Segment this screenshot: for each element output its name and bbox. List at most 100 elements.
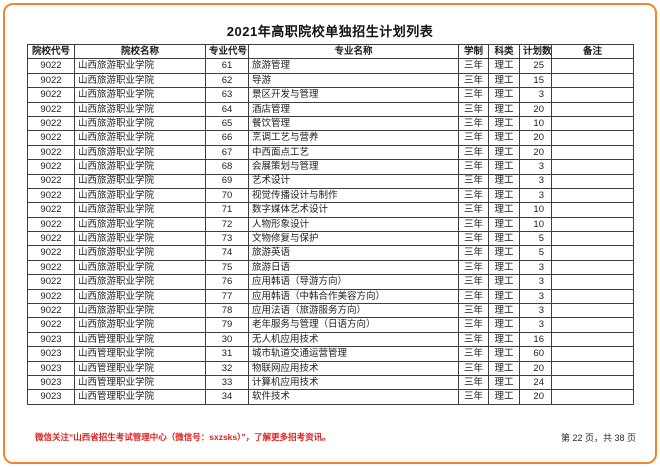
major-code-cell: 61 [205, 58, 249, 74]
major-name-cell: 旅游管理 [248, 58, 459, 74]
college-code-cell: 9022 [27, 259, 75, 276]
duration-cell: 三年 [458, 202, 489, 218]
college-name-cell: 山西旅游职业学院 [74, 202, 206, 218]
table-row: 9023 山西管理职业学院 33 计算机应用技术 三年 理工 24 [27, 374, 634, 391]
major-code-cell: 77 [205, 288, 249, 305]
college-name-cell: 山西管理职业学院 [74, 360, 206, 376]
major-code-cell: 78 [205, 303, 249, 319]
duration-cell: 三年 [458, 231, 489, 247]
college-code-cell: 9023 [27, 389, 75, 405]
major-code-cell: 69 [205, 173, 249, 189]
category-cell: 理工 [488, 346, 520, 362]
college-name-cell: 山西管理职业学院 [74, 331, 206, 348]
remark-cell [551, 202, 634, 218]
table-row: 9022 山西旅游职业学院 72 人物形象设计 三年 理工 10 [27, 216, 634, 233]
duration-cell: 三年 [458, 115, 489, 132]
table-row: 9022 山西旅游职业学院 71 数字媒体艺术设计 三年 理工 10 [27, 202, 634, 218]
major-code-cell: 31 [205, 346, 249, 362]
remark-cell [551, 331, 634, 348]
college-code-cell: 9022 [27, 231, 75, 247]
college-code-cell: 9022 [27, 72, 75, 89]
duration-cell: 三年 [458, 303, 489, 319]
major-code-cell: 63 [205, 87, 249, 103]
college-name-cell: 山西旅游职业学院 [74, 144, 206, 161]
college-code-cell: 9023 [27, 360, 75, 376]
college-code-cell: 9022 [27, 202, 75, 218]
major-code-cell: 67 [205, 144, 249, 161]
college-name-cell: 山西旅游职业学院 [74, 173, 206, 189]
category-cell: 理工 [488, 231, 520, 247]
remark-cell [551, 216, 634, 233]
table-row: 9022 山西旅游职业学院 76 应用韩语（导游方向） 三年 理工 3 [27, 274, 634, 290]
major-code-cell: 34 [205, 389, 249, 405]
college-code-cell: 9022 [27, 187, 75, 204]
college-code-cell: 9022 [27, 216, 75, 233]
col-header-major-code: 专业代号 [205, 43, 249, 60]
enrollment-plan-table: 院校代号 院校名称 专业代号 专业名称 学制 科类 计划数 备注 9022 山西旅… [27, 43, 634, 405]
college-code-cell: 9022 [27, 288, 75, 305]
duration-cell: 三年 [458, 374, 489, 391]
plan-count-cell: 3 [519, 288, 552, 305]
table-header-row: 院校代号 院校名称 专业代号 专业名称 学制 科类 计划数 备注 [27, 43, 634, 60]
duration-cell: 三年 [458, 72, 489, 89]
category-cell: 理工 [488, 303, 520, 319]
category-cell: 理工 [488, 245, 520, 261]
duration-cell: 三年 [458, 274, 489, 290]
remark-cell [551, 173, 634, 189]
major-name-cell: 数字媒体艺术设计 [248, 202, 459, 218]
major-name-cell: 中西面点工艺 [248, 144, 459, 161]
major-name-cell: 应用法语（旅游服务方向） [248, 303, 459, 319]
plan-count-cell: 5 [519, 245, 552, 261]
major-name-cell: 导游 [248, 72, 459, 89]
duration-cell: 三年 [458, 317, 489, 333]
plan-count-cell: 5 [519, 231, 552, 247]
plan-count-cell: 3 [519, 303, 552, 319]
category-cell: 理工 [488, 389, 520, 405]
category-cell: 理工 [488, 173, 520, 189]
college-code-cell: 9022 [27, 303, 75, 319]
college-code-cell: 9022 [27, 159, 75, 175]
remark-cell [551, 317, 634, 333]
major-name-cell: 餐饮管理 [248, 115, 459, 132]
category-cell: 理工 [488, 130, 520, 146]
college-code-cell: 9022 [27, 173, 75, 189]
plan-count-cell: 3 [519, 259, 552, 276]
college-name-cell: 山西旅游职业学院 [74, 130, 206, 146]
wechat-footer-note: 微信关注“山西省招生考试管理中心（微信号：sxzsks）”，了解更多招考资讯。 [35, 432, 331, 442]
plan-count-cell: 20 [519, 144, 552, 161]
remark-cell [551, 187, 634, 204]
table-row: 9022 山西旅游职业学院 77 应用韩语（中韩合作美容方向） 三年 理工 3 [27, 288, 634, 305]
major-code-cell: 30 [205, 331, 249, 348]
remark-cell [551, 374, 634, 391]
table-row: 9022 山西旅游职业学院 66 烹调工艺与营养 三年 理工 20 [27, 130, 634, 146]
category-cell: 理工 [488, 159, 520, 175]
table-row: 9022 山西旅游职业学院 61 旅游管理 三年 理工 25 [27, 58, 634, 74]
remark-cell [551, 130, 634, 146]
plan-count-cell: 10 [519, 115, 552, 132]
college-code-cell: 9022 [27, 115, 75, 132]
category-cell: 理工 [488, 360, 520, 376]
category-cell: 理工 [488, 87, 520, 103]
plan-count-cell: 3 [519, 173, 552, 189]
table-row: 9022 山西旅游职业学院 69 艺术设计 三年 理工 3 [27, 173, 634, 189]
table-row: 9022 山西旅游职业学院 62 导游 三年 理工 15 [27, 72, 634, 89]
table-row: 9022 山西旅游职业学院 73 文物修复与保护 三年 理工 5 [27, 231, 634, 247]
college-code-cell: 9023 [27, 346, 75, 362]
plan-count-cell: 3 [519, 274, 552, 290]
major-name-cell: 景区开发与管理 [248, 87, 459, 103]
page-indicator: 第 22 页，共 38 页 [560, 433, 636, 443]
table-row: 9023 山西管理职业学院 30 无人机应用技术 三年 理工 16 [27, 331, 634, 348]
major-name-cell: 应用韩语（中韩合作美容方向） [248, 288, 459, 305]
category-cell: 理工 [488, 144, 520, 161]
remark-cell [551, 389, 634, 405]
college-name-cell: 山西旅游职业学院 [74, 231, 206, 247]
college-name-cell: 山西旅游职业学院 [74, 72, 206, 89]
major-name-cell: 烹调工艺与营养 [248, 130, 459, 146]
duration-cell: 三年 [458, 187, 489, 204]
college-name-cell: 山西管理职业学院 [74, 346, 206, 362]
major-name-cell: 无人机应用技术 [248, 331, 459, 348]
major-name-cell: 软件技术 [248, 389, 459, 405]
col-header-duration: 学制 [458, 43, 489, 60]
page-title: 2021年高职院校单独招生计划列表 [226, 24, 434, 39]
plan-count-cell: 3 [519, 187, 552, 204]
